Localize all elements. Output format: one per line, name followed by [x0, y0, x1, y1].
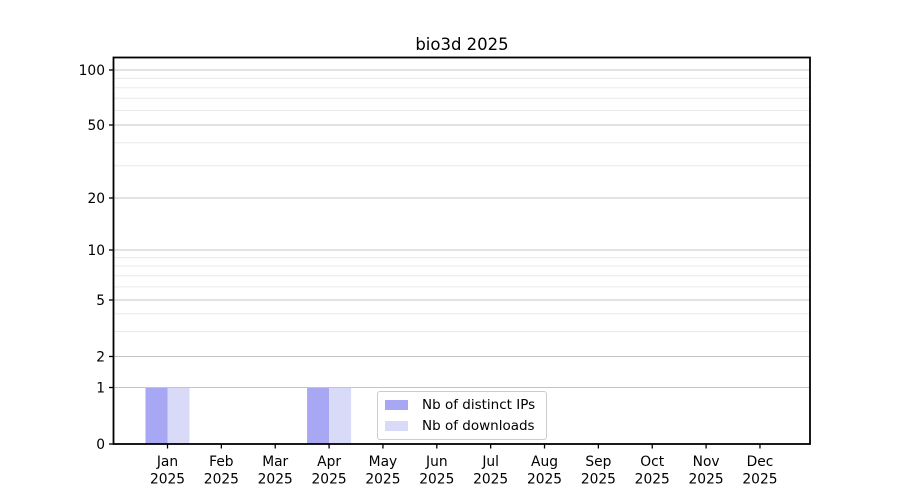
x-tick-label-month: Dec [747, 454, 774, 470]
x-tick-label-year: 2025 [419, 472, 454, 488]
x-tick-label-year: 2025 [742, 472, 777, 488]
x-tick-label-month: Oct [640, 454, 664, 470]
x-tick-label-year: 2025 [365, 472, 400, 488]
y-tick-label: 5 [96, 293, 105, 309]
x-tick-label-year: 2025 [312, 472, 347, 488]
y-tick-label: 10 [87, 243, 105, 259]
x-tick-label-month: Jan [156, 454, 178, 470]
bar-downloads [329, 387, 352, 444]
legend: Nb of distinct IPs Nb of downloads [377, 391, 547, 440]
y-tick-label: 20 [87, 191, 105, 207]
legend-label-distinct-ips: Nb of distinct IPs [422, 397, 536, 413]
x-tick-label-year: 2025 [204, 472, 239, 488]
y-tick-label: 2 [96, 349, 105, 365]
legend-item-downloads: Nb of downloads [385, 418, 538, 434]
x-tick-label-year: 2025 [258, 472, 293, 488]
legend-swatch-downloads [385, 421, 408, 431]
x-tick-label-year: 2025 [150, 472, 185, 488]
x-tick-label-month: Aug [531, 454, 558, 470]
x-tick-label-year: 2025 [581, 472, 616, 488]
x-tick-label-month: Feb [209, 454, 233, 470]
x-tick-label-year: 2025 [689, 472, 724, 488]
x-tick-label-year: 2025 [635, 472, 670, 488]
x-tick-label-year: 2025 [473, 472, 508, 488]
x-tick-label-month: May [369, 454, 398, 470]
bar-downloads [167, 387, 190, 444]
y-tick-label: 0 [96, 437, 105, 453]
y-tick-label: 100 [79, 63, 105, 79]
x-tick-label-month: Nov [693, 454, 720, 470]
plot-border [112, 56, 811, 445]
bar-distinct-ips [145, 387, 168, 444]
y-tick-label: 1 [96, 380, 105, 396]
legend-item-distinct-ips: Nb of distinct IPs [385, 397, 538, 413]
x-tick-label-month: Sep [585, 454, 611, 470]
legend-label-downloads: Nb of downloads [422, 418, 535, 434]
x-tick-label-month: Mar [262, 454, 288, 470]
x-tick-label-month: Jul [481, 454, 499, 470]
x-tick-label-month: Apr [317, 454, 341, 470]
x-tick-label-month: Jun [425, 454, 448, 470]
y-tick-label: 50 [87, 118, 105, 134]
legend-swatch-distinct-ips [385, 400, 408, 410]
bar-distinct-ips [307, 387, 330, 444]
x-tick-label-year: 2025 [527, 472, 562, 488]
